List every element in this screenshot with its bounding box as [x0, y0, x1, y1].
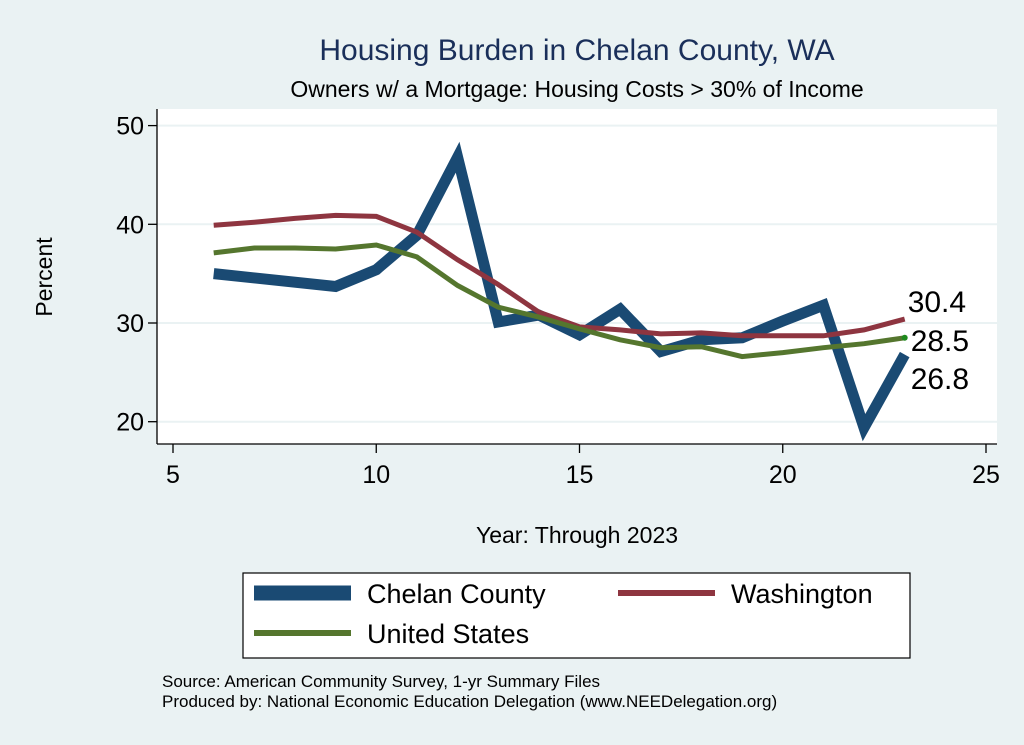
y-axis-title: Percent: [31, 237, 57, 317]
legend: Chelan County Washington United States: [242, 572, 911, 659]
axes: 20 30 40 50 5 10 15 20 25: [116, 109, 1000, 489]
x-tick-label: 5: [166, 461, 180, 489]
series-endpoint-marker: [901, 334, 908, 341]
x-tick-label: 10: [362, 461, 390, 489]
x-axis-title: Year: Through 2023: [476, 522, 678, 548]
x-tick-label: 20: [769, 461, 797, 489]
series-lines: [213, 141, 910, 442]
chart-subtitle: Owners w/ a Mortgage: Housing Costs > 30…: [290, 76, 863, 102]
y-tick-label: 40: [116, 211, 144, 239]
end-labels: 26.8 30.4 28.5: [908, 286, 969, 396]
end-label-united-states: 28.5: [911, 325, 969, 358]
y-tick-label: 50: [116, 113, 144, 141]
producer-note: Produced by: National Economic Education…: [162, 692, 777, 711]
x-tick-label: 25: [972, 461, 1000, 489]
end-label-washington: 30.4: [908, 286, 966, 319]
source-note: Source: American Community Survey, 1-yr …: [162, 672, 600, 691]
legend-label: Washington: [731, 579, 873, 609]
end-label-chelan-county: 26.8: [911, 363, 969, 396]
x-tick-label: 15: [566, 461, 594, 489]
y-tick-label: 30: [116, 310, 144, 338]
series-line-united-states: [213, 242, 906, 360]
legend-box: [242, 572, 911, 659]
series-line-washington: [213, 212, 906, 339]
y-tick-label: 20: [116, 409, 144, 437]
legend-label: Chelan County: [367, 579, 546, 609]
chart-title: Housing Burden in Chelan County, WA: [319, 34, 834, 67]
plot-area: [157, 109, 997, 444]
legend-label: United States: [367, 619, 529, 649]
